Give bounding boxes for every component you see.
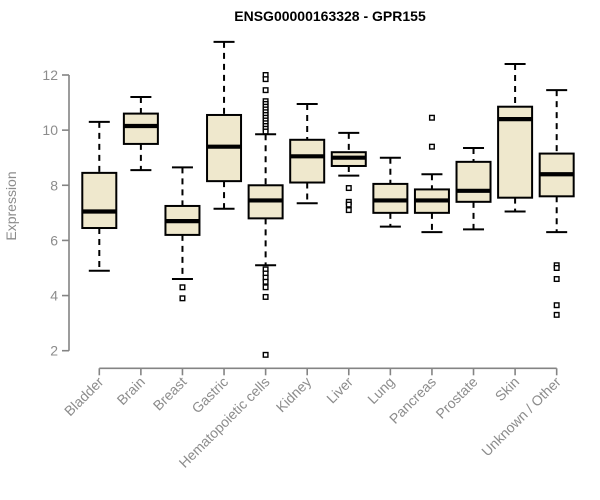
boxplot-group-pancreas: [413, 114, 450, 234]
outlier-point: [262, 76, 269, 83]
outlier-point: [553, 311, 560, 318]
x-category-label: Unknown / Other: [478, 373, 564, 459]
x-category-label: Brain: [114, 374, 148, 408]
y-tick-label: 12: [42, 67, 58, 83]
outlier-point: [345, 201, 352, 208]
outlier-point: [262, 284, 269, 291]
outlier-point: [428, 143, 435, 150]
boxes-layer: [81, 40, 575, 358]
iqr-box: [81, 171, 118, 230]
iqr-box: [455, 160, 492, 203]
y-tick-label: 8: [50, 177, 58, 193]
boxplot-group-skin: [497, 62, 534, 213]
x-category-label: Bladder: [61, 373, 107, 419]
boxplot-group-brain: [122, 96, 159, 172]
y-tick-label: 6: [50, 232, 58, 248]
boxplot-group-lung: [372, 156, 409, 228]
outlier-point: [262, 351, 269, 358]
outlier-point: [262, 128, 269, 135]
outlier-point: [553, 302, 560, 309]
outlier-point: [345, 185, 352, 192]
outlier-point: [345, 207, 352, 214]
boxplot-group-hematopoietic-cells: [247, 71, 284, 358]
outlier-point: [262, 293, 269, 300]
boxplot-group-breast: [164, 166, 201, 302]
x-category-label: Liver: [323, 373, 356, 406]
outlier-point: [553, 276, 560, 283]
y-tick-label: 10: [42, 122, 58, 138]
x-category-label: Prostate: [432, 373, 480, 421]
boxplot-group-prostate: [455, 147, 492, 231]
outlier-point: [553, 264, 560, 271]
y-tick-label: 2: [50, 343, 58, 359]
boxplot-group-liver: [330, 131, 367, 214]
boxplot-group-gastric: [206, 40, 243, 210]
y-axis-label: Expression: [3, 171, 19, 240]
x-category-label: Skin: [492, 374, 523, 405]
boxplot-group-bladder: [81, 120, 118, 272]
iqr-box: [289, 138, 326, 184]
outlier-point: [428, 114, 435, 121]
iqr-box: [122, 112, 159, 145]
x-category-label: Breast: [150, 374, 190, 414]
y-tick-label: 4: [50, 288, 58, 304]
outlier-point: [262, 87, 269, 94]
boxplot-group-unknown-other: [538, 89, 575, 318]
outlier-point: [262, 278, 269, 285]
iqr-box: [497, 105, 534, 199]
outlier-point: [179, 295, 186, 302]
x-category-label: Lung: [364, 374, 397, 407]
chart-title: ENSG00000163328 - GPR155: [234, 8, 426, 24]
x-category-label: Kidney: [273, 374, 315, 416]
outlier-point: [179, 284, 186, 291]
boxplot-group-kidney: [289, 102, 326, 205]
